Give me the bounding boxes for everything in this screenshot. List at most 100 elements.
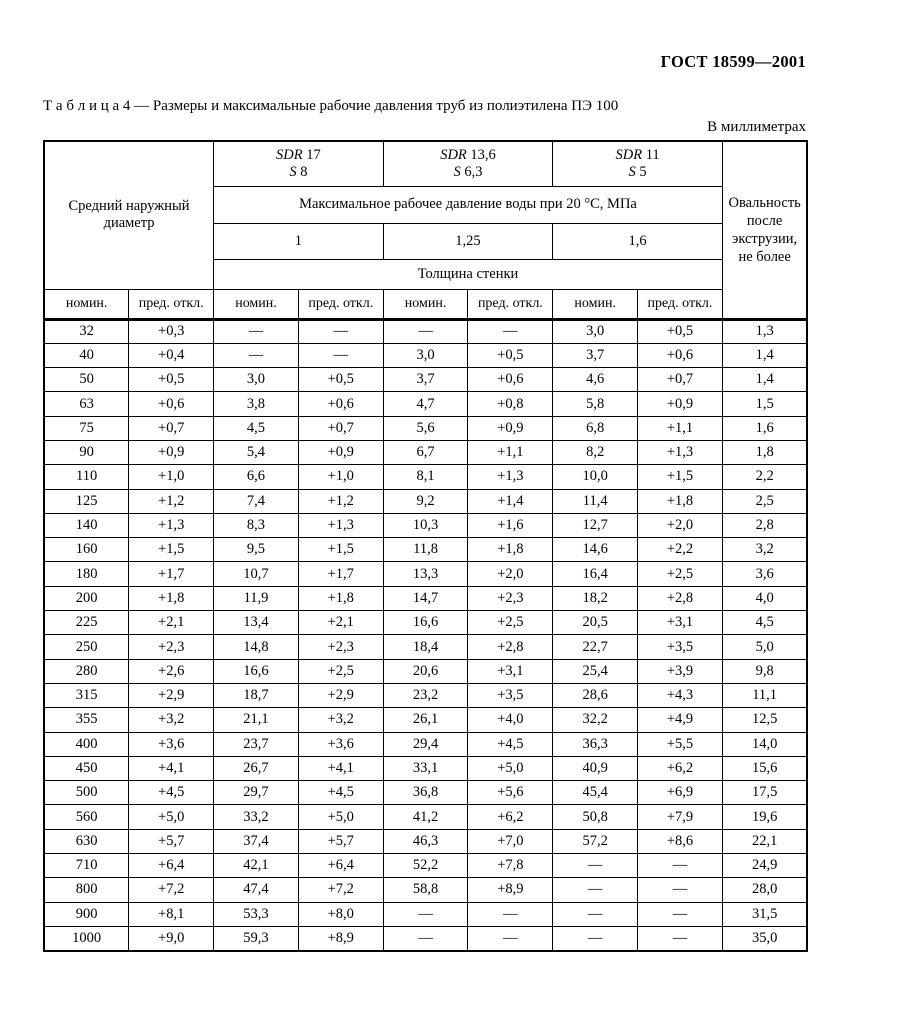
table-cell: 50 (43, 367, 130, 393)
table-cell: — (552, 877, 639, 903)
table-row: 400 +3,6 23,7 +3,6 29,4 +4,5 36,3 +5,5 14,0 (43, 731, 808, 757)
header-nominal: номин. (382, 288, 469, 320)
table-cell: 36,8 (382, 780, 469, 806)
table-cell: 11,8 (382, 537, 469, 563)
table-cell: +2,5 (467, 610, 554, 636)
table-cell: 7,4 (213, 488, 299, 514)
table-cell: — (552, 853, 639, 879)
header-row-wall: Толщина стенки (44, 258, 807, 290)
table-cell: +0,9 (467, 415, 554, 441)
table-cell: +0,9 (297, 439, 384, 466)
table-row: 280 +2,6 16,6 +2,5 20,6 +3,1 25,4 +3,9 9,8 (43, 658, 808, 684)
table-cell: 13,4 (213, 610, 299, 636)
table-cell: 10,0 (552, 464, 639, 490)
table-cell: 4,0 (721, 585, 808, 612)
table-caption: Т а б л и ц а 4 — Размеры и максимальные… (43, 98, 619, 114)
header-sdr-13-6: SDR 13,6 S 6,3 (382, 140, 554, 187)
table-cell: +0,5 (467, 342, 554, 369)
table-cell: 37,4 (213, 828, 299, 855)
table-cell: 9,5 (213, 537, 299, 563)
table-cell: — (552, 901, 639, 927)
table-row: 125 +1,2 7,4 +1,2 9,2 +1,4 11,4 +1,8 2,5 (43, 488, 808, 514)
table-row: 800 +7,2 47,4 +7,2 58,8 +8,9— —28,0 (43, 877, 808, 903)
table-cell: 1000 (43, 925, 130, 952)
table-row: 710 +6,4 42,1 +6,4 52,2 +7,8— —24,9 (43, 853, 808, 879)
table-cell: +3,2 (128, 707, 215, 733)
table-cell: 11,1 (721, 682, 808, 709)
table-cell: +1,3 (637, 439, 723, 466)
table-cell: 63 (43, 391, 130, 417)
table-cell: +0,6 (128, 391, 215, 417)
table-cell: +9,0 (128, 925, 215, 952)
table-cell: 28,6 (552, 682, 639, 709)
table-cell: 40,9 (552, 755, 639, 782)
table-cell: — (637, 901, 723, 927)
table-cell: +5,0 (128, 804, 215, 830)
table-cell: +1,1 (467, 439, 554, 466)
table-cell: +1,3 (467, 464, 554, 490)
table-row: 630 +5,7 37,4 +5,7 46,3 +7,0 57,2 +8,6 22,1 (43, 828, 808, 855)
table-cell: +2,6 (128, 658, 215, 684)
table-cell: 42,1 (213, 853, 299, 879)
table-cell: 14,8 (213, 634, 299, 660)
table-cell: +1,4 (467, 488, 554, 514)
table-cell: 16,6 (213, 658, 299, 684)
table-cell: +3,2 (297, 707, 384, 733)
table-cell: +1,8 (128, 585, 215, 612)
table-cell: 14,0 (721, 731, 808, 757)
table-cell: +6,4 (128, 853, 215, 879)
table-cell: 14,7 (382, 585, 469, 612)
table-cell: +4,0 (467, 707, 554, 733)
table-cell: +7,0 (467, 828, 554, 855)
table-row: 180 +1,7 10,7 +1,7 13,3 +2,0 16,4 +2,5 3,6 (43, 561, 808, 587)
table-cell: 50,8 (552, 804, 639, 830)
header-row-pressure-label: Максимальное рабочее давление воды при 2… (44, 185, 807, 224)
table-cell: +0,5 (297, 367, 384, 393)
header-sdr-11: SDR 11 S 5 (552, 140, 723, 187)
table-cell: 26,1 (382, 707, 469, 733)
table-row: 225 +2,1 13,4 +2,1 16,6 +2,5 20,5 +3,1 4,5 (43, 610, 808, 636)
table-cell: +1,8 (297, 585, 384, 612)
table-cell: 26,7 (213, 755, 299, 782)
table-cell: +8,9 (467, 877, 554, 903)
table-cell: 9,2 (382, 488, 469, 514)
table-cell: — (552, 925, 639, 952)
table-cell: +8,1 (128, 901, 215, 927)
table-cell: +1,2 (128, 488, 215, 514)
header-nominal: номин. (552, 288, 639, 320)
table-cell: 6,7 (382, 439, 469, 466)
table-cell: 1,4 (721, 342, 808, 369)
table-cell: 1,3 (721, 317, 808, 344)
table-cell: 19,6 (721, 804, 808, 830)
table-cell: +6,4 (297, 853, 384, 879)
table-row: 140 +1,3 8,3 +1,3 10,3 +1,6 12,7 +2,0 2,8 (43, 512, 808, 539)
table-cell: +4,3 (637, 682, 723, 709)
table-cell: +3,5 (467, 682, 554, 709)
table-cell: 3,2 (721, 537, 808, 563)
table-cell: 14,6 (552, 537, 639, 563)
table-row: 110 +1,0 6,6 +1,0 8,1 +1,3 10,0 +1,5 2,2 (43, 464, 808, 490)
table-cell: 18,7 (213, 682, 299, 709)
table-cell: — (213, 342, 299, 369)
table-cell: 160 (43, 537, 130, 563)
table-cell: 31,5 (721, 901, 808, 927)
table-cell: +1,7 (128, 561, 215, 587)
table-cell: — (213, 317, 299, 344)
table-cell: +1,2 (297, 488, 384, 514)
table-cell: 3,7 (552, 342, 639, 369)
table-cell: 23,7 (213, 731, 299, 757)
table-row: 90 +0,9 5,4 +0,9 6,7 +1,1 8,2 +1,3 1,8 (43, 439, 808, 466)
header-tolerance: пред. откл. (637, 288, 723, 320)
table-row: 1000 +9,0 59,3 +8,9— — — —35,0 (43, 925, 808, 952)
table-cell: — (467, 901, 554, 927)
table-cell: +1,5 (128, 537, 215, 563)
table-cell: 6,8 (552, 415, 639, 441)
table-header: Средний наружный диаметр SDR 17 S 8 SDR … (43, 140, 808, 320)
table-cell: 57,2 (552, 828, 639, 855)
table-cell: +2,9 (128, 682, 215, 709)
table-cell: 710 (43, 853, 130, 879)
table-cell: +3,5 (637, 634, 723, 660)
header-tolerance: пред. откл. (128, 288, 215, 320)
table-cell: +1,5 (297, 537, 384, 563)
table-cell: 10,7 (213, 561, 299, 587)
